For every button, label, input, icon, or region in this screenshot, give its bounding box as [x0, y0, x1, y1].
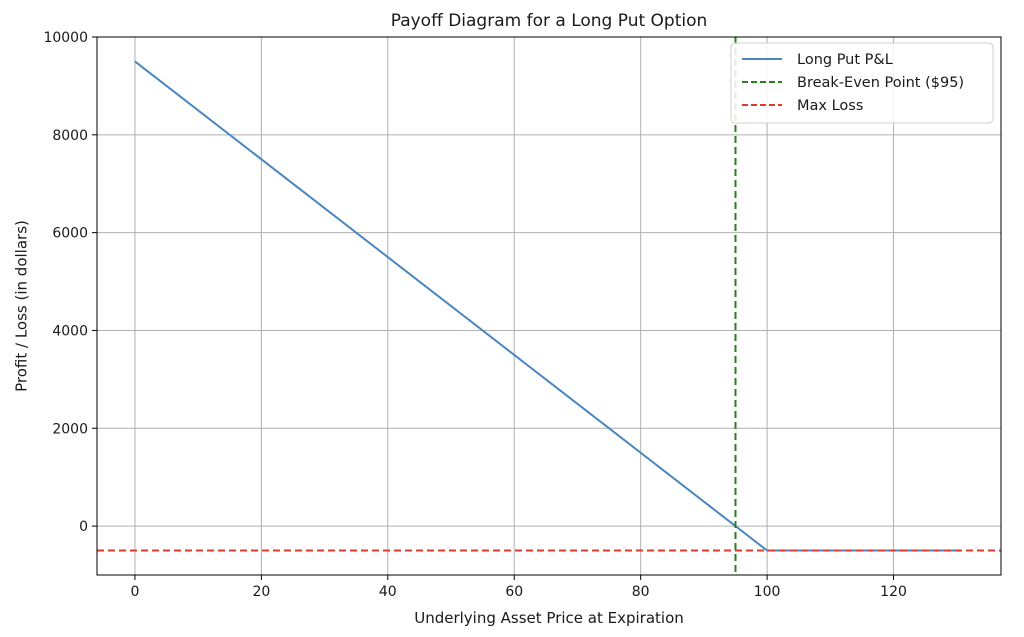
x-tick-label: 0: [130, 584, 139, 600]
y-tick-label: 10000: [43, 30, 88, 46]
x-tick-label: 60: [505, 584, 523, 600]
y-tick-label: 0: [79, 519, 88, 535]
legend-box: [730, 42, 994, 124]
x-axis-title: Underlying Asset Price at Expiration: [414, 609, 684, 627]
plot-frame: [96, 36, 1002, 576]
x-tick-label: 120: [880, 584, 907, 600]
y-tick-label: 2000: [52, 421, 88, 437]
x-tick-label: 20: [252, 584, 270, 600]
y-tick-label: 4000: [52, 323, 88, 339]
chart-title: Payoff Diagram for a Long Put Option: [391, 11, 708, 31]
x-tick-label: 80: [632, 584, 650, 600]
plot-layer: [97, 37, 1001, 575]
y-tick-label: 6000: [52, 226, 88, 242]
y-axis-title: Profit / Loss (in dollars): [13, 220, 31, 392]
legend-entry-long-put-label: Long Put P&L: [797, 52, 893, 68]
legend: Long Put P&L Break-Even Point ($95) Max Lo…: [730, 42, 994, 124]
x-tick-label: 100: [754, 584, 781, 600]
ticks-layer: 0 20 40 60 80 100 120 0 2000 4000 6000 8000 10000: [43, 30, 906, 600]
legend-entry-break-even-label: Break-Even Point ($95): [797, 75, 964, 91]
legend-entry-max-loss-label: Max Loss: [797, 98, 863, 114]
x-tick-label: 40: [379, 584, 397, 600]
y-tick-label: 8000: [52, 128, 88, 144]
